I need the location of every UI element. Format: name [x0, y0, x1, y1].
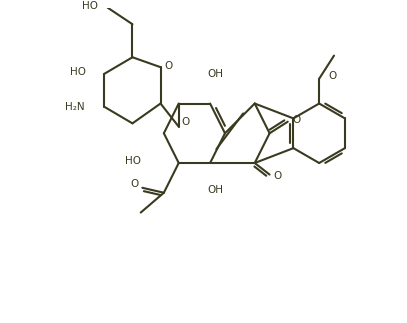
- Text: HO: HO: [70, 67, 86, 77]
- Text: O: O: [130, 180, 138, 190]
- Text: H₂N: H₂N: [65, 102, 85, 112]
- Text: O: O: [328, 71, 337, 81]
- Text: O: O: [274, 171, 282, 181]
- Text: OH: OH: [207, 185, 223, 195]
- Text: O: O: [292, 115, 300, 125]
- Text: O: O: [181, 117, 189, 127]
- Text: O: O: [165, 60, 173, 70]
- Text: HO: HO: [125, 156, 141, 166]
- Text: OH: OH: [207, 69, 223, 79]
- Text: HO: HO: [82, 1, 98, 11]
